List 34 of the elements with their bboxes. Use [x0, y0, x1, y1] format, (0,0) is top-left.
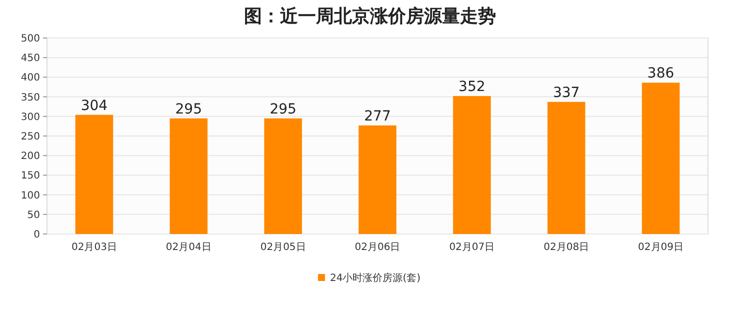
y-tick-label: 300 [20, 112, 40, 123]
y-tick-label: 450 [20, 53, 40, 64]
data-label: 295 [175, 101, 202, 118]
data-label: 352 [458, 79, 486, 96]
data-label: 277 [364, 108, 391, 124]
bar [453, 96, 491, 234]
data-label: 337 [552, 84, 580, 101]
x-tick-label: 02月03日 [71, 242, 117, 253]
y-tick-label: 400 [20, 72, 40, 84]
y-tick-label: 200 [20, 151, 40, 162]
bar [170, 118, 208, 234]
data-label: 386 [647, 66, 674, 82]
bar [264, 118, 302, 234]
x-tick-label: 02月05日 [260, 242, 306, 253]
data-label: 304 [80, 98, 108, 114]
x-tick-label: 02月09日 [638, 242, 684, 253]
y-tick-label: 0 [34, 230, 40, 240]
y-tick-label: 100 [20, 190, 40, 202]
y-tick-label: 50 [27, 210, 40, 221]
data-label: 295 [270, 101, 296, 118]
x-tick-label: 02月07日 [449, 242, 495, 253]
x-tick-label: 02月06日 [354, 242, 400, 253]
y-tick-label: 350 [20, 92, 40, 104]
bar [75, 114, 114, 234]
y-tick-label: 500 [20, 34, 40, 44]
x-tick-label: 02月08日 [544, 242, 590, 253]
y-tick-label: 250 [20, 132, 40, 142]
y-tick-label: 150 [20, 170, 40, 182]
chart-title: 图：近一周北京涨价房源量走势 [244, 6, 496, 27]
x-tick-label: 02月04日 [166, 242, 212, 253]
bar [358, 125, 396, 234]
bar [547, 102, 586, 234]
bar [642, 82, 680, 234]
legend-label: 24小时涨价房源(套) [330, 272, 421, 284]
